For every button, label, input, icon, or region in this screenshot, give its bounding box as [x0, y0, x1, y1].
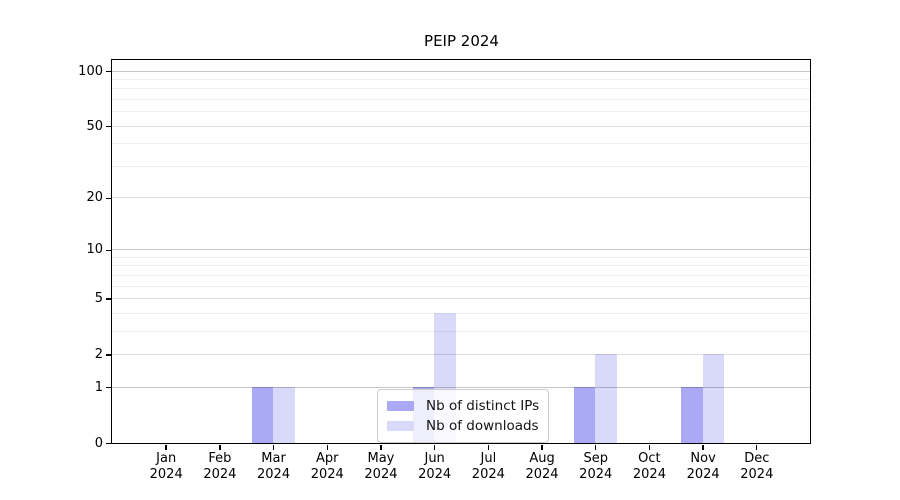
x-tick-month: Jul: [480, 451, 497, 466]
x-tick-year: 2024: [203, 466, 237, 482]
minor-gridline: [112, 88, 810, 90]
major-gridline: [112, 249, 810, 251]
x-tick: [433, 444, 436, 450]
minor-gridline: [112, 79, 810, 81]
y-tick: [106, 442, 111, 445]
legend-swatch-downloads-icon: [387, 421, 414, 431]
x-tick-year: 2024: [632, 466, 666, 482]
x-tick-month: Dec: [744, 451, 770, 466]
legend-swatch-distinct-ips-icon: [387, 401, 414, 411]
y-tick-label: 2: [94, 346, 103, 362]
bar-distinct-ips: [681, 387, 703, 443]
x-tick: [702, 444, 704, 450]
minor-gridline: [112, 312, 810, 314]
minor-gridline: [112, 285, 810, 287]
x-tick-year: 2024: [310, 466, 344, 482]
x-tick-label: Oct 2024: [619, 451, 679, 482]
major-gridline: [112, 298, 810, 300]
y-tick: [106, 354, 111, 356]
y-tick: [106, 249, 111, 251]
x-tick-year: 2024: [525, 466, 559, 482]
y-tick: [106, 386, 111, 389]
x-tick: [272, 444, 275, 450]
x-tick-label: Jun 2024: [405, 451, 465, 482]
minor-gridline: [112, 274, 810, 276]
y-tick-label: 20: [86, 190, 103, 206]
major-gridline: [112, 197, 810, 199]
x-tick-label: Aug 2024: [512, 451, 572, 482]
legend-item-downloads: Nb of downloads: [387, 416, 539, 436]
bar-downloads: [595, 354, 617, 443]
major-gridline: [112, 353, 810, 355]
x-tick-month: Sep: [583, 451, 608, 466]
legend: Nb of distinct IPs Nb of downloads: [377, 389, 550, 443]
x-tick-month: Feb: [208, 451, 232, 466]
x-tick-year: 2024: [418, 466, 452, 482]
x-tick-label: Mar 2024: [244, 451, 304, 482]
minor-gridline: [112, 99, 810, 101]
y-tick: [106, 298, 111, 300]
x-tick-year: 2024: [740, 466, 774, 482]
plot-area: Nb of distinct IPs Nb of downloads: [111, 59, 811, 444]
y-tick: [106, 197, 111, 199]
chart-title: PEIP 2024: [424, 32, 499, 50]
x-tick-label: May 2024: [351, 451, 411, 482]
y-tick-label: 50: [86, 118, 103, 134]
x-tick: [648, 444, 651, 450]
x-tick-year: 2024: [257, 466, 291, 482]
x-tick-label: Nov 2024: [673, 451, 733, 482]
x-tick-month: Apr: [316, 451, 339, 466]
y-tick-label: 5: [94, 291, 103, 307]
legend-item-distinct-ips: Nb of distinct IPs: [387, 396, 539, 416]
y-tick-label: 10: [86, 242, 103, 258]
x-tick-label: Sep 2024: [566, 451, 626, 482]
major-gridline: [112, 70, 810, 72]
minor-gridline: [112, 143, 810, 145]
minor-gridline: [112, 257, 810, 258]
minor-gridline: [112, 265, 810, 267]
legend-label-distinct-ips: Nb of distinct IPs: [426, 398, 540, 414]
x-tick: [165, 444, 167, 450]
x-tick-month: Mar: [261, 451, 286, 466]
y-tick: [106, 126, 111, 128]
x-tick: [380, 444, 382, 450]
x-tick: [541, 444, 543, 450]
x-tick: [756, 444, 758, 450]
legend-label-downloads: Nb of downloads: [426, 418, 539, 434]
x-tick-label: Feb 2024: [190, 451, 250, 482]
x-tick: [487, 444, 490, 450]
x-tick: [595, 444, 597, 450]
minor-gridline: [112, 330, 810, 332]
x-tick-year: 2024: [149, 466, 183, 482]
major-gridline: [112, 125, 810, 127]
bar-downloads: [273, 387, 295, 443]
major-gridline: [112, 386, 810, 388]
bar-distinct-ips: [251, 387, 274, 443]
x-tick: [219, 444, 221, 450]
x-tick-month: Aug: [529, 451, 555, 466]
x-tick-label: Dec 2024: [727, 451, 787, 482]
y-tick-label: 0: [94, 435, 103, 451]
x-tick-label: Jul 2024: [458, 451, 518, 482]
x-tick-month: Jan: [156, 451, 177, 466]
x-tick-month: May: [367, 451, 395, 466]
y-tick-label: 100: [78, 63, 103, 79]
x-tick: [326, 444, 328, 450]
y-tick-label: 1: [94, 379, 103, 395]
x-tick-month: Nov: [690, 451, 716, 466]
minor-gridline: [112, 165, 810, 167]
x-tick-label: Apr 2024: [297, 451, 357, 482]
x-tick-year: 2024: [471, 466, 505, 482]
x-tick-label: Jan 2024: [136, 451, 196, 482]
y-tick: [106, 70, 111, 73]
x-tick-month: Oct: [638, 451, 661, 466]
x-tick-year: 2024: [579, 466, 613, 482]
x-tick-year: 2024: [686, 466, 720, 482]
bar-distinct-ips: [573, 387, 596, 443]
bar-downloads: [702, 354, 725, 443]
minor-gridline: [112, 111, 810, 113]
x-tick-year: 2024: [364, 466, 398, 482]
x-tick-month: Jun: [424, 451, 445, 466]
